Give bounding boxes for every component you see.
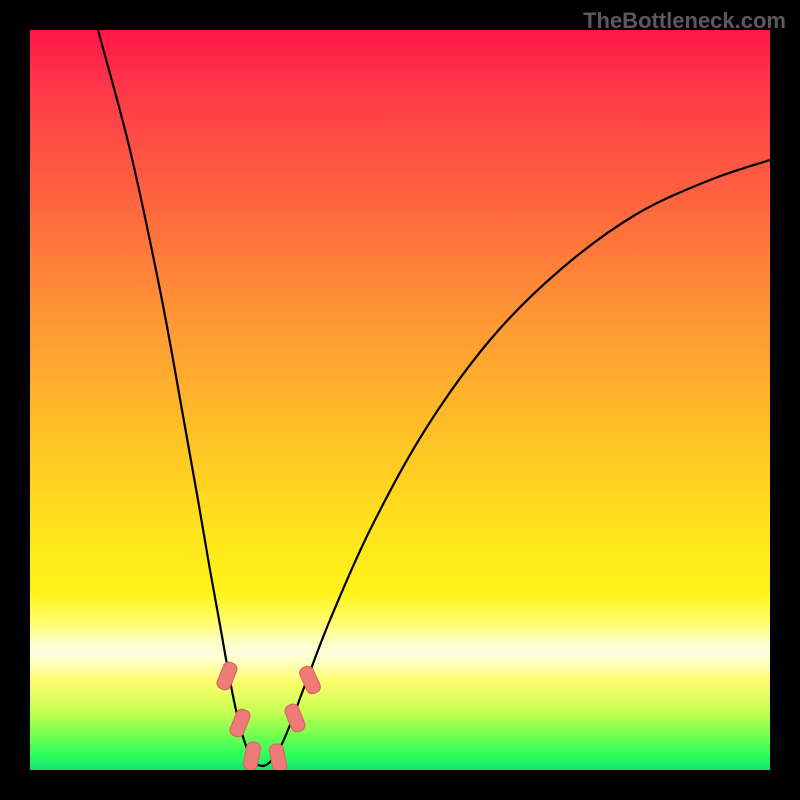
- curve-marker: [298, 664, 323, 695]
- curve-markers: [215, 660, 322, 770]
- chart-frame: TheBottleneck.com: [0, 0, 800, 800]
- bottleneck-curve: [98, 30, 770, 766]
- curve-marker: [228, 707, 251, 738]
- watermark-text: TheBottleneck.com: [583, 8, 786, 34]
- curve-marker: [283, 702, 306, 733]
- plot-area: [30, 30, 770, 770]
- overlay-svg: [30, 30, 770, 770]
- curve-marker: [268, 743, 288, 770]
- curve-marker: [215, 660, 238, 691]
